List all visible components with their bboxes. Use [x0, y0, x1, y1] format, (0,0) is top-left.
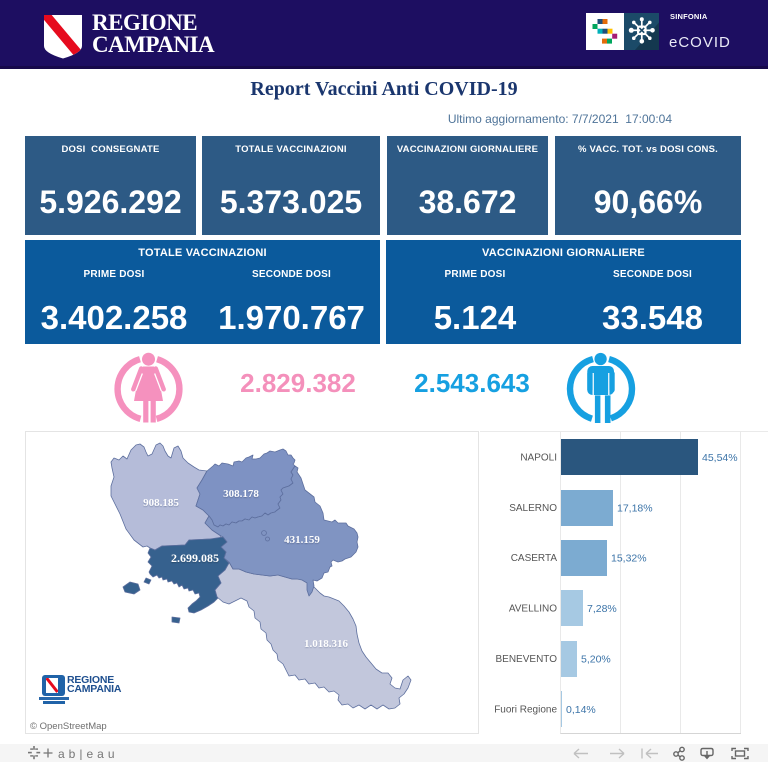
svg-text:908.185: 908.185 — [143, 497, 179, 509]
svg-text:ab|eau: ab|eau — [58, 747, 119, 760]
svg-text:308.178: 308.178 — [223, 488, 259, 500]
svg-text:AVELLINO: AVELLINO — [509, 604, 557, 615]
svg-text:NAPOLI: NAPOLI — [520, 453, 557, 464]
svg-text:7,28%: 7,28% — [587, 603, 617, 615]
svg-text:431.159: 431.159 — [284, 534, 320, 546]
svg-text:Fuori Regione: Fuori Regione — [494, 705, 557, 716]
svg-text:45,54%: 45,54% — [702, 452, 738, 464]
svg-text:15,32%: 15,32% — [611, 553, 647, 565]
svg-text:BENEVENTO: BENEVENTO — [496, 654, 558, 665]
svg-text:5,20%: 5,20% — [581, 654, 611, 666]
svg-text:2.699.085: 2.699.085 — [171, 551, 219, 565]
svg-text:SALERNO: SALERNO — [509, 503, 557, 514]
svg-text:17,18%: 17,18% — [617, 503, 653, 515]
svg-text:1.018.316: 1.018.316 — [304, 638, 349, 650]
svg-text:CASERTA: CASERTA — [511, 553, 558, 564]
svg-text:0,14%: 0,14% — [566, 704, 596, 716]
